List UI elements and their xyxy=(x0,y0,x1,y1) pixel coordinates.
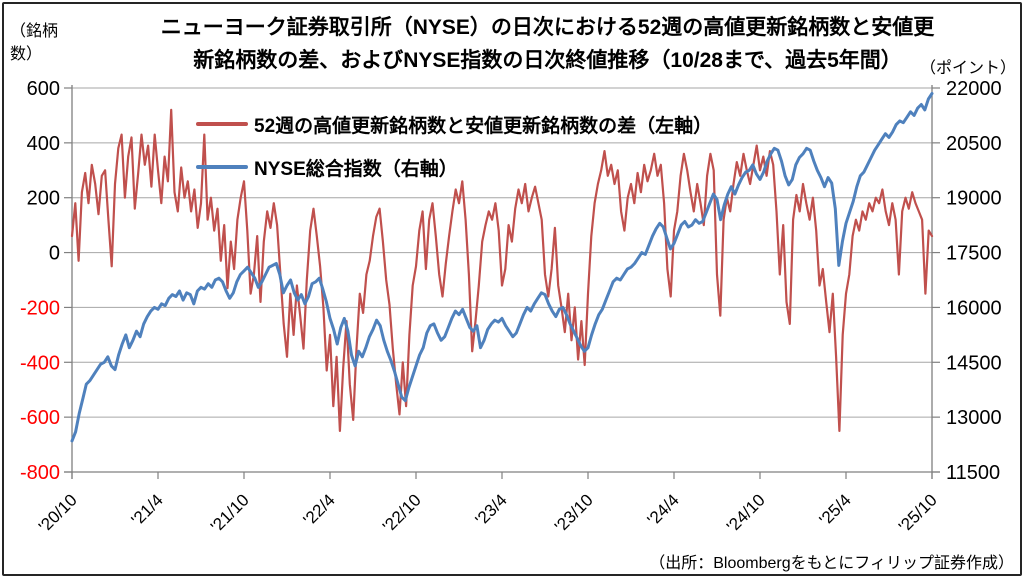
left-axis-unit: （銘柄数） xyxy=(10,23,59,64)
legend-label-highlow-diff: 52週の高値更新銘柄数と安値更新銘柄数の差（左軸） xyxy=(254,115,713,137)
chart-title-line2: 新銘柄数の差、およびNYSE指数の日次終値推移（10/28まで、過去5年間） xyxy=(193,49,902,73)
x-axis-tick-label: '24/10 xyxy=(723,490,769,536)
legend-label-nyse-index: NYSE総合指数（右軸） xyxy=(254,158,458,180)
x-axis-tick-label: '21/4 xyxy=(128,490,167,529)
x-axis-tick-label: '22/4 xyxy=(300,490,339,529)
left-axis-tick-label: -600 xyxy=(20,407,60,429)
x-axis-tick-label: '22/10 xyxy=(379,490,425,536)
chart-title: ニューヨーク証券取引所（NYSE）の日次における52週の高値更新銘柄数と安値更 … xyxy=(85,11,1010,77)
x-axis-tick-label: '25/4 xyxy=(816,490,855,529)
red-line-sample-icon xyxy=(196,122,248,126)
legend-item-highlow-diff: 52週の高値更新銘柄数と安値更新銘柄数の差（左軸） xyxy=(196,109,712,139)
chart-title-line1: ニューヨーク証券取引所（NYSE）の日次における52週の高値更新銘柄数と安値更 xyxy=(160,16,935,39)
right-axis-tick-label: 14500 xyxy=(946,352,1002,374)
left-axis-tick-label: 400 xyxy=(27,133,60,155)
x-axis-tick-label: '25/10 xyxy=(895,490,941,536)
left-axis-tick-label: 600 xyxy=(27,78,60,100)
source-note: （出所：Bloombergをもとにフィリップ証券作成） xyxy=(649,555,1014,572)
x-axis-tick-label: '21/10 xyxy=(207,490,253,536)
x-axis-tick-label: '23/4 xyxy=(472,490,511,529)
right-axis-tick-label: 16000 xyxy=(946,297,1002,319)
right-axis-unit: （ポイント） xyxy=(919,60,1016,77)
left-axis-tick-label: -200 xyxy=(20,297,60,319)
right-axis-tick-label: 11500 xyxy=(946,462,1000,484)
right-axis-tick-label: 19000 xyxy=(946,188,1002,210)
left-axis-tick-label: 200 xyxy=(27,188,60,210)
right-axis-tick-label: 20500 xyxy=(946,133,1002,155)
left-axis-tick-label: 0 xyxy=(49,243,60,265)
x-axis-tick-label: '23/10 xyxy=(551,490,597,536)
blue-line-sample-icon xyxy=(196,165,248,169)
right-axis-tick-label: 17500 xyxy=(946,243,1002,265)
legend-item-nyse-index: NYSE総合指数（右軸） xyxy=(196,152,712,182)
right-axis-tick-label: 13000 xyxy=(946,407,1002,429)
series-line-nyse-index xyxy=(70,92,934,443)
x-axis-tick-label: '24/4 xyxy=(644,490,683,529)
series-line-highlow-diff xyxy=(70,108,934,432)
right-axis-tick-label: 22000 xyxy=(946,78,1002,100)
left-axis-tick-label: -400 xyxy=(20,352,60,374)
legend: 52週の高値更新銘柄数と安値更新銘柄数の差（左軸） NYSE総合指数（右軸） xyxy=(196,109,712,195)
left-axis-tick-label: -800 xyxy=(20,462,60,484)
x-axis-tick-label: '20/10 xyxy=(35,490,81,536)
